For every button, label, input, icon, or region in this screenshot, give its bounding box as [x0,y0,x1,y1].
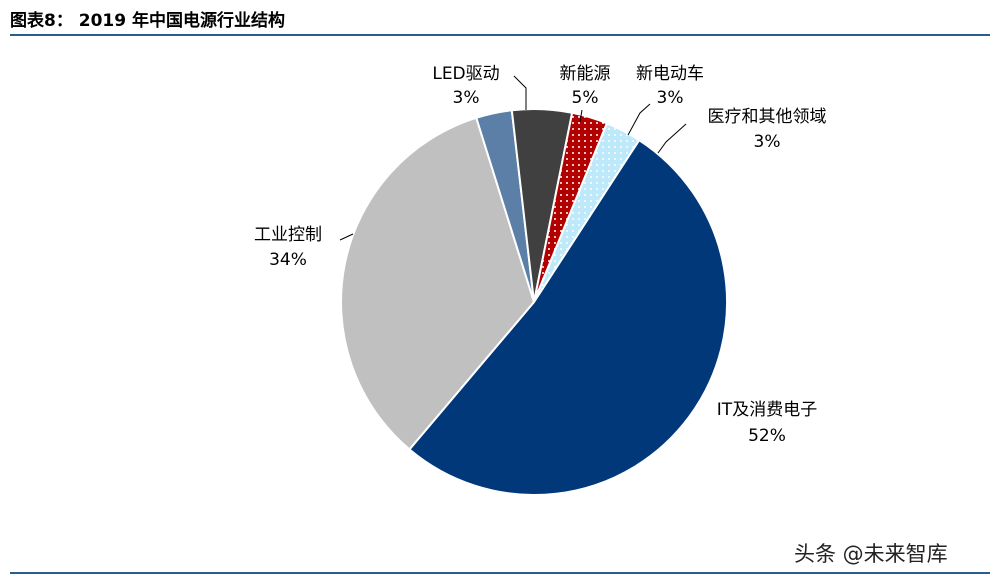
value-it: 52% [748,426,786,446]
leader-medical [657,123,687,154]
leader-led [513,75,527,110]
leader-industrial [339,233,354,241]
top-rule [10,34,990,36]
label-ev: 新电动车 [636,64,704,84]
pie-slices [340,108,729,497]
slice-industrial [340,116,536,451]
bottom-rule [10,572,990,574]
figure-title: 图表8： 2019 年中国电源行业结构 [10,11,285,31]
slice-labels: LED驱动 3% 新能源 5% 新电动车 3% 医疗和其他领域 3% 工业控制 … [254,64,827,446]
value-industrial: 34% [269,250,307,270]
value-led: 3% [453,88,480,108]
leader-lines [339,75,687,241]
label-industrial: 工业控制 [254,225,322,245]
value-medical: 3% [754,132,781,152]
label-medical: 医疗和其他领域 [708,107,827,127]
slice-it [408,138,729,497]
leader-new-energy [579,109,583,123]
label-it: IT及消费电子 [717,400,817,420]
watermark: 头条 @未来智库 [794,542,948,566]
slice-medical [533,122,641,303]
label-new-energy: 新能源 [560,64,611,84]
value-new-energy: 5% [572,88,599,108]
label-led: LED驱动 [432,64,499,84]
value-ev: 3% [657,88,684,108]
leader-ev [627,103,651,136]
